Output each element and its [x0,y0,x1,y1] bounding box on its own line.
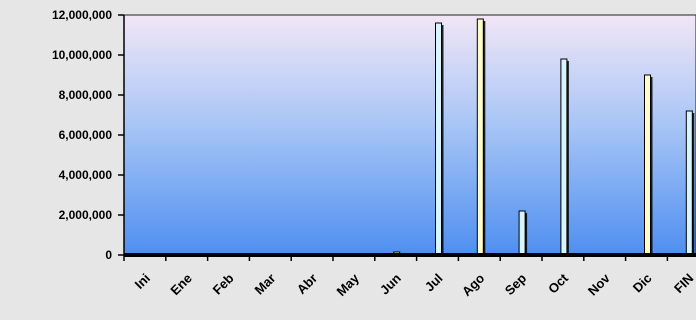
y-tick-label: 12,000,000 [52,8,112,22]
bar-face [560,58,568,256]
x-tick-label: Feb [210,270,237,297]
x-tick-label: Abr [294,271,320,297]
x-tick-label: Ini [132,271,153,292]
y-tick-label: 8,000,000 [59,88,113,102]
bar-face [685,110,693,256]
bars [124,18,696,257]
bar [685,110,695,256]
x-tick-label: Jul [422,271,446,295]
bar [560,58,569,256]
y-axis: 0 2,000,000 4,000,000 6,000,000 8,000,000 10,… [52,8,125,262]
x-tick-label: Ene [167,271,194,298]
x-axis-baseline [124,253,696,257]
bar-face [644,74,651,256]
x-axis: Ini Ene Feb Mar Abr May Jun Jul Ago Sep Oct Nov Dic F… [123,255,696,299]
x-tick-label: Jun [377,270,404,297]
bar-face [518,210,526,256]
bar [644,74,653,256]
x-tick-label: Oct [545,270,571,296]
bar-face [476,18,484,256]
x-tick-label: Nov [585,270,614,299]
x-tick-label: FIN [671,271,696,296]
bar-face [435,22,442,256]
plot-background [123,14,696,256]
x-tick-label: Sep [502,270,530,298]
bar [518,210,528,256]
bar [476,18,486,256]
x-tick-label: Ago [459,270,488,299]
y-tick-label: 4,000,000 [59,168,113,182]
x-tick-label: Mar [251,271,278,298]
y-tick-label: 10,000,000 [52,48,112,62]
x-tick-label: May [334,270,363,299]
y-tick-label: 2,000,000 [59,208,113,222]
bar [435,22,444,256]
y-tick-label: 6,000,000 [59,128,113,142]
x-tick-label: Dic [630,271,655,296]
y-tick-label: 0 [105,248,112,262]
